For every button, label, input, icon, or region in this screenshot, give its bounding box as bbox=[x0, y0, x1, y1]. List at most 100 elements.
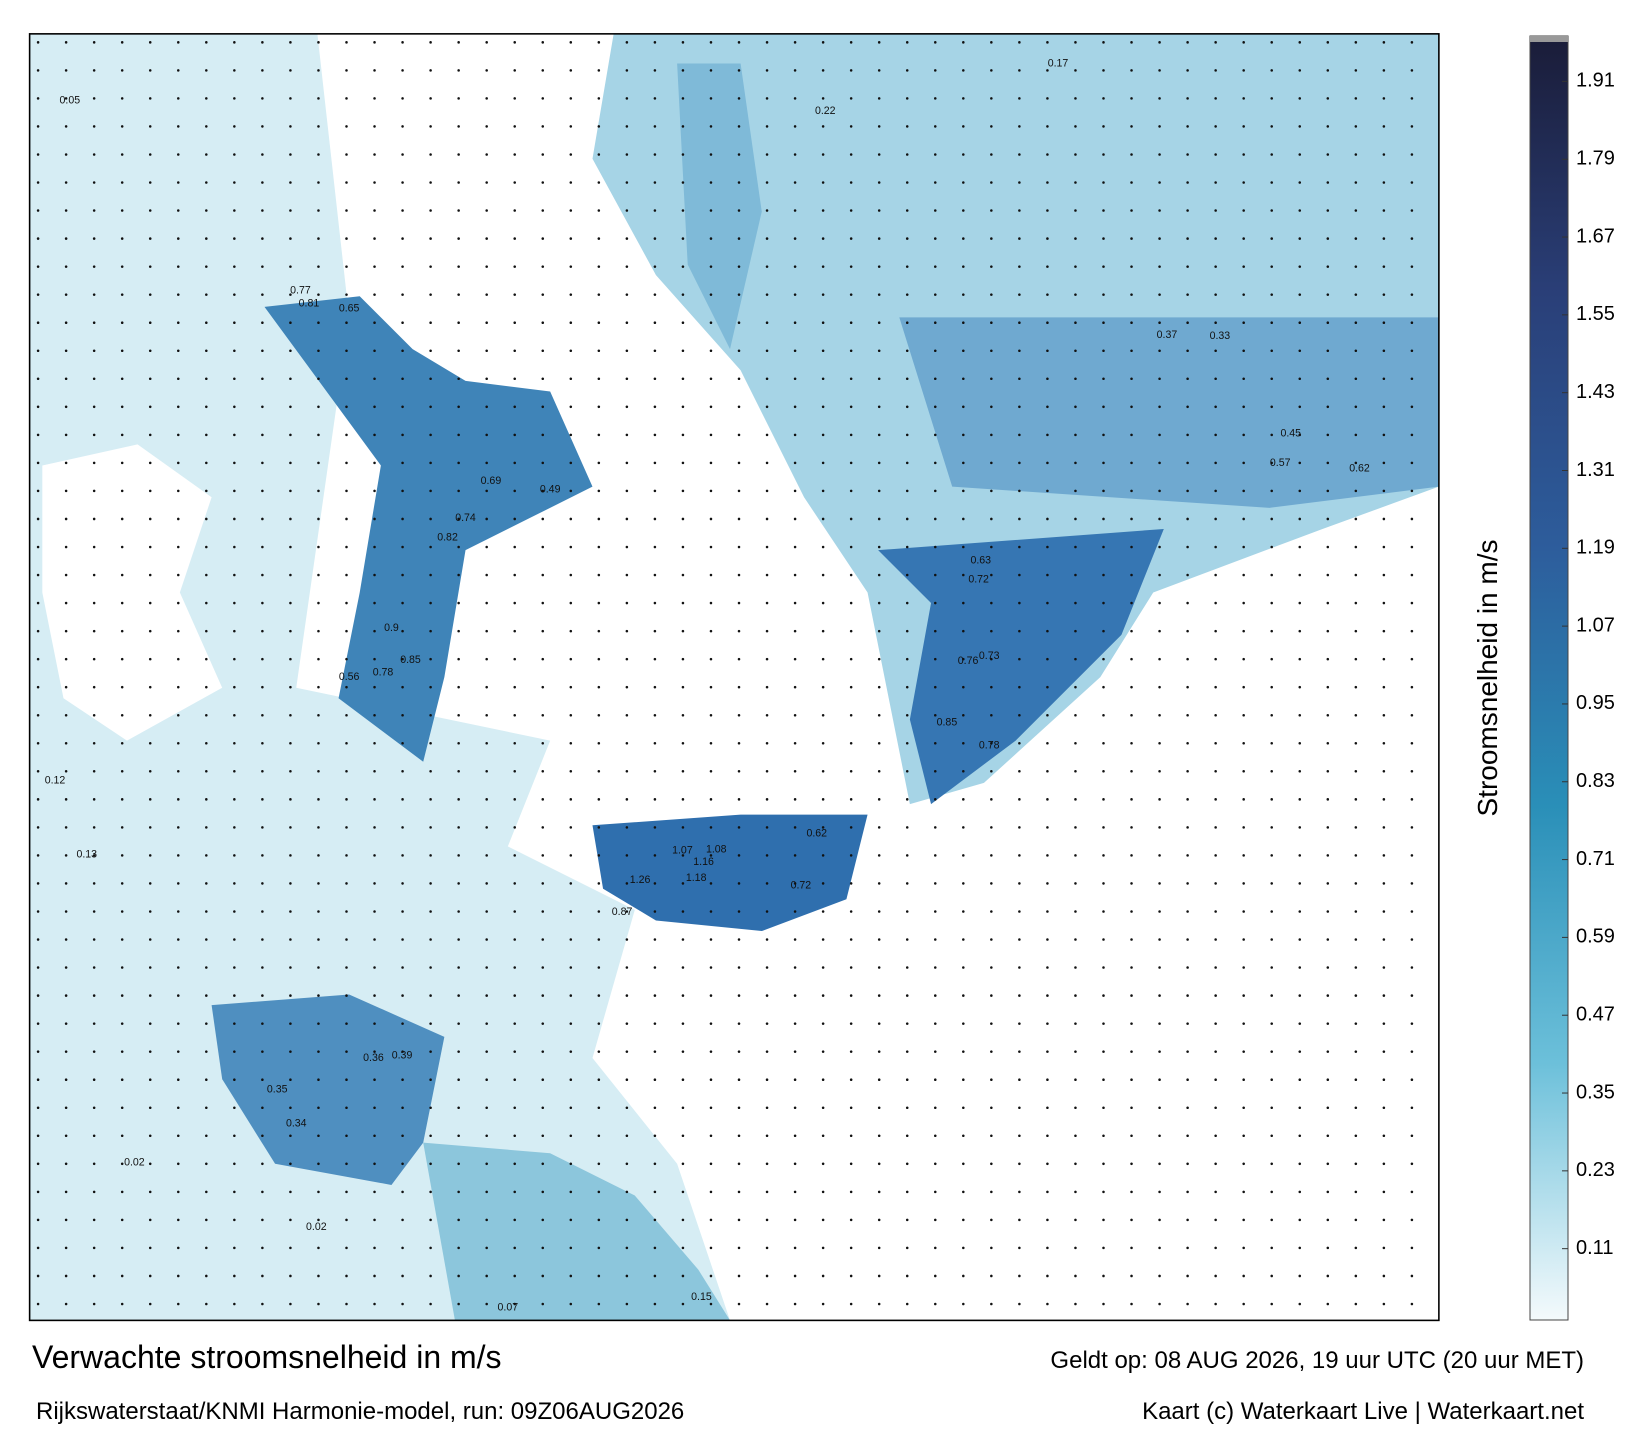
grid-dot bbox=[148, 97, 152, 100]
grid-dot bbox=[36, 798, 40, 801]
grid-dot bbox=[401, 685, 404, 689]
grid-dot bbox=[205, 153, 208, 156]
grid-dot bbox=[513, 1274, 516, 1278]
grid-dot bbox=[1074, 1246, 1077, 1250]
grid-dot bbox=[289, 181, 292, 184]
grid-dot bbox=[569, 209, 573, 212]
grid-dot bbox=[345, 69, 348, 72]
grid-dot bbox=[934, 629, 937, 633]
grid-dot bbox=[513, 770, 516, 773]
grid-dot bbox=[485, 1190, 488, 1194]
grid-dot bbox=[177, 181, 180, 184]
grid-dot bbox=[317, 994, 320, 997]
grid-dot bbox=[1158, 1190, 1161, 1194]
grid-dot bbox=[148, 69, 152, 72]
grid-dot bbox=[653, 685, 657, 689]
grid-dot bbox=[1382, 545, 1386, 549]
grid-dot bbox=[401, 826, 404, 829]
grid-dot bbox=[485, 517, 488, 521]
grid-dot bbox=[569, 741, 573, 745]
grid-dot bbox=[429, 685, 432, 689]
grid-dot bbox=[877, 97, 881, 100]
title: Verwachte stroomsnelheid in m/s bbox=[32, 1339, 502, 1375]
grid-dot bbox=[429, 1078, 432, 1081]
grid-dot bbox=[261, 966, 264, 969]
grid-dot bbox=[120, 377, 124, 381]
grid-dot bbox=[1410, 854, 1414, 857]
speed-label: 0.34 bbox=[286, 1117, 307, 1129]
grid-dot bbox=[317, 1218, 320, 1222]
grid-dot bbox=[1410, 461, 1414, 465]
grid-dot bbox=[541, 41, 545, 44]
grid-dot bbox=[1158, 1162, 1161, 1166]
grid-dot bbox=[233, 713, 236, 717]
grid-dot bbox=[625, 1302, 629, 1306]
grid-dot bbox=[849, 1078, 853, 1081]
grid-dot bbox=[765, 657, 769, 661]
grid-dot bbox=[849, 1246, 853, 1250]
grid-dot bbox=[1074, 293, 1077, 296]
grid-dot bbox=[681, 293, 685, 296]
grid-dot bbox=[877, 938, 881, 941]
grid-dot bbox=[1298, 1078, 1302, 1081]
grid-dot bbox=[148, 321, 152, 324]
grid-dot bbox=[373, 125, 376, 128]
speed-label: 0.33 bbox=[1210, 330, 1231, 342]
grid-dot bbox=[1046, 293, 1049, 296]
grid-dot bbox=[1102, 685, 1105, 689]
grid-dot bbox=[1270, 1274, 1273, 1278]
grid-dot bbox=[317, 209, 320, 212]
grid-dot bbox=[401, 489, 404, 493]
grid-dot bbox=[485, 293, 488, 296]
grid-dot bbox=[205, 405, 208, 409]
grid-dot bbox=[233, 938, 236, 941]
grid-dot bbox=[148, 798, 152, 801]
grid-dot bbox=[1242, 1162, 1245, 1166]
grid-dot bbox=[1410, 685, 1414, 689]
grid-dot bbox=[681, 545, 685, 549]
grid-dot bbox=[345, 545, 348, 549]
grid-dot bbox=[317, 798, 320, 801]
grid-dot bbox=[849, 713, 853, 717]
grid-dot bbox=[92, 910, 96, 913]
grid-dot bbox=[793, 1218, 797, 1222]
grid-dot bbox=[709, 237, 713, 240]
grid-dot bbox=[821, 321, 825, 324]
grid-dot bbox=[597, 1190, 601, 1194]
grid-dot bbox=[457, 293, 460, 296]
grid-dot bbox=[1382, 910, 1386, 913]
grid-dot bbox=[849, 1134, 853, 1138]
grid-dot bbox=[905, 826, 909, 829]
grid-dot bbox=[261, 1134, 264, 1138]
grid-dot bbox=[1046, 1246, 1049, 1250]
grid-dot bbox=[905, 517, 909, 521]
grid-dot bbox=[1186, 1162, 1189, 1166]
grid-dot bbox=[429, 517, 432, 521]
grid-dot bbox=[962, 349, 965, 352]
grid-dot bbox=[821, 433, 825, 437]
grid-dot bbox=[569, 1106, 573, 1109]
grid-dot bbox=[1326, 153, 1330, 156]
grid-dot bbox=[793, 209, 797, 212]
grid-dot bbox=[261, 1190, 264, 1194]
grid-dot bbox=[1046, 966, 1049, 969]
grid-dot bbox=[92, 685, 96, 689]
grid-dot bbox=[934, 321, 937, 324]
grid-dot bbox=[289, 377, 292, 381]
grid-dot bbox=[92, 1190, 96, 1194]
grid-dot bbox=[36, 41, 40, 44]
grid-dot bbox=[373, 1134, 376, 1138]
grid-dot bbox=[990, 97, 993, 100]
grid-dot bbox=[793, 826, 797, 829]
grid-dot bbox=[317, 910, 320, 913]
grid-dot bbox=[597, 770, 601, 773]
grid-dot bbox=[877, 854, 881, 857]
grid-dot bbox=[1102, 1274, 1105, 1278]
grid-dot bbox=[1074, 601, 1077, 605]
grid-dot bbox=[1046, 1050, 1049, 1053]
grid-dot bbox=[345, 657, 348, 661]
grid-dot bbox=[877, 1274, 881, 1278]
grid-dot bbox=[962, 1134, 965, 1138]
grid-dot bbox=[345, 938, 348, 941]
